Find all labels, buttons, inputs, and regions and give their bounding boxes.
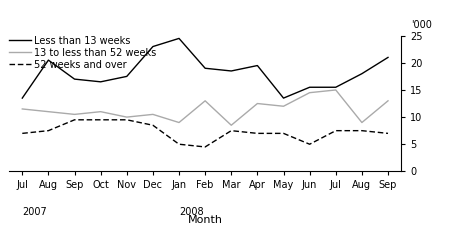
- Text: 2007: 2007: [22, 208, 47, 218]
- Line: Less than 13 weeks: Less than 13 weeks: [22, 38, 388, 98]
- 13 to less than 52 weeks: [254, 102, 260, 105]
- Less than 13 weeks: [150, 45, 156, 48]
- Less than 13 weeks: [281, 97, 286, 99]
- 52 weeks and over: [307, 143, 313, 146]
- 52 weeks and over: [46, 129, 51, 132]
- 13 to less than 52 weeks: [307, 91, 313, 94]
- Less than 13 weeks: [307, 86, 313, 89]
- Less than 13 weeks: [72, 78, 77, 80]
- 13 to less than 52 weeks: [202, 99, 208, 102]
- 52 weeks and over: [176, 143, 182, 146]
- 13 to less than 52 weeks: [385, 99, 391, 102]
- Text: '000: '000: [411, 20, 431, 30]
- Line: 52 weeks and over: 52 weeks and over: [22, 120, 388, 147]
- 52 weeks and over: [98, 118, 103, 121]
- 13 to less than 52 weeks: [46, 110, 51, 113]
- Less than 13 weeks: [229, 69, 234, 72]
- 52 weeks and over: [124, 118, 130, 121]
- 52 weeks and over: [385, 132, 391, 135]
- Less than 13 weeks: [333, 86, 338, 89]
- 52 weeks and over: [72, 118, 77, 121]
- Text: 2008: 2008: [179, 208, 204, 218]
- Line: 13 to less than 52 weeks: 13 to less than 52 weeks: [22, 90, 388, 125]
- 13 to less than 52 weeks: [19, 108, 25, 110]
- 52 weeks and over: [333, 129, 338, 132]
- X-axis label: Month: Month: [188, 215, 223, 225]
- 13 to less than 52 weeks: [72, 113, 77, 116]
- Less than 13 weeks: [254, 64, 260, 67]
- 13 to less than 52 weeks: [229, 124, 234, 127]
- Less than 13 weeks: [202, 67, 208, 70]
- 13 to less than 52 weeks: [359, 121, 365, 124]
- 13 to less than 52 weeks: [176, 121, 182, 124]
- 52 weeks and over: [229, 129, 234, 132]
- Less than 13 weeks: [98, 80, 103, 83]
- Less than 13 weeks: [19, 97, 25, 99]
- 13 to less than 52 weeks: [333, 89, 338, 91]
- Less than 13 weeks: [46, 59, 51, 62]
- Less than 13 weeks: [176, 37, 182, 40]
- 13 to less than 52 weeks: [281, 105, 286, 108]
- 52 weeks and over: [359, 129, 365, 132]
- Less than 13 weeks: [385, 56, 391, 59]
- 13 to less than 52 weeks: [124, 116, 130, 119]
- 52 weeks and over: [202, 145, 208, 148]
- 52 weeks and over: [281, 132, 286, 135]
- 13 to less than 52 weeks: [98, 110, 103, 113]
- 13 to less than 52 weeks: [150, 113, 156, 116]
- 52 weeks and over: [150, 124, 156, 127]
- 52 weeks and over: [254, 132, 260, 135]
- Less than 13 weeks: [359, 72, 365, 75]
- 52 weeks and over: [19, 132, 25, 135]
- Legend: Less than 13 weeks, 13 to less than 52 weeks, 52 weeks and over: Less than 13 weeks, 13 to less than 52 w…: [9, 36, 157, 69]
- Less than 13 weeks: [124, 75, 130, 78]
